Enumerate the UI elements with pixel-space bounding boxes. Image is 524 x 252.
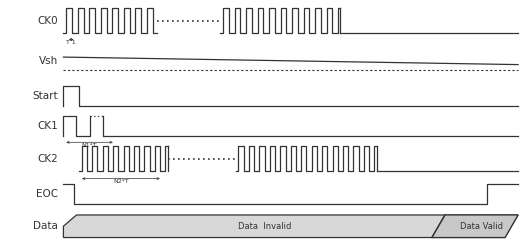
Text: Data  Invalid: Data Invalid	[238, 222, 291, 231]
Text: Vsh: Vsh	[39, 56, 58, 66]
Text: CK0: CK0	[38, 16, 58, 26]
Polygon shape	[432, 215, 518, 238]
Text: Data Valid: Data Valid	[460, 222, 503, 231]
Text: EOC: EOC	[36, 189, 58, 199]
Polygon shape	[63, 215, 518, 238]
Text: Start: Start	[32, 91, 58, 101]
Text: N1*T: N1*T	[82, 143, 97, 148]
Text: CK1: CK1	[37, 121, 58, 131]
Text: CK2: CK2	[37, 153, 58, 164]
Text: T 1: T 1	[67, 40, 76, 45]
Text: Data: Data	[34, 221, 58, 231]
Text: N2*T: N2*T	[113, 179, 129, 184]
